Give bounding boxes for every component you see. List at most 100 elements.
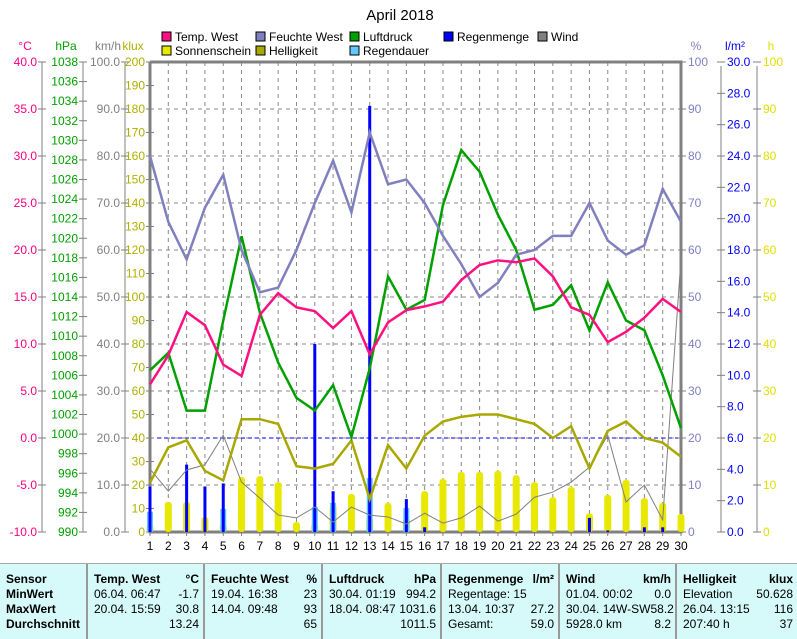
temp-west-line bbox=[148, 257, 682, 386]
kmh-tick-label: 40.0 bbox=[97, 337, 121, 351]
x-tick-label: 26 bbox=[601, 539, 615, 553]
kmh-tick-label: 80.0 bbox=[97, 149, 121, 163]
hpa-tick-label: 1036 bbox=[51, 75, 78, 89]
hpa-tick-label: 1008 bbox=[51, 349, 78, 363]
press-header: Luftdruck hPa bbox=[329, 572, 436, 587]
hpa-tick-label: 1014 bbox=[51, 290, 78, 304]
brightness-column: Helligkeit klux Elevation 50.628 26.04. 13:1… bbox=[677, 564, 797, 639]
celsius-axis-unit: °C bbox=[18, 39, 32, 53]
row-label-min: MinWert bbox=[6, 587, 54, 601]
hpa-tick-label: 1000 bbox=[51, 427, 78, 441]
sonnenschein-bar bbox=[439, 478, 447, 532]
percent-axis-unit: % bbox=[691, 39, 702, 53]
hours-axis-unit: h bbox=[768, 39, 775, 53]
sonnenschein-bar bbox=[494, 470, 502, 532]
regenmenge-bar bbox=[148, 486, 152, 532]
hpa-tick-label: 1030 bbox=[51, 133, 78, 147]
hpa-tick-label: 996 bbox=[58, 466, 78, 480]
celsius-tick-label: -5.0 bbox=[16, 478, 37, 492]
percent-tick-label: 100 bbox=[688, 55, 708, 69]
press-unit: hPa bbox=[413, 572, 436, 586]
kmh-tick-label: 90.0 bbox=[97, 102, 121, 116]
regenmenge-bar bbox=[313, 344, 317, 532]
sonnenschein-bar bbox=[457, 471, 465, 532]
hpa-tick-label: 1004 bbox=[51, 388, 78, 402]
x-tick-label: 17 bbox=[436, 539, 450, 553]
rain-row: 13.04. 10:37 27.2 bbox=[448, 602, 554, 617]
klux-tick-label: 130 bbox=[125, 220, 145, 234]
sonnenschein-bar bbox=[238, 477, 246, 532]
percent-tick-label: 60 bbox=[688, 243, 702, 257]
sonnenschein-bar bbox=[531, 482, 539, 532]
chart-title: April 2018 bbox=[366, 7, 434, 24]
rain-tick-label: 4.0 bbox=[727, 462, 744, 476]
x-tick-label: 13 bbox=[363, 539, 377, 553]
legend-label: Regenmenge bbox=[457, 30, 529, 44]
legend-swatch bbox=[443, 31, 454, 42]
weather-chart: April 2018°C-10.0-5.00.05.010.015.020.02… bbox=[10, 7, 784, 553]
light-row-value: 37 bbox=[779, 617, 793, 631]
hum-unit: % bbox=[306, 572, 317, 586]
row-label-avg: Durchschnitt bbox=[6, 617, 81, 631]
rain-tick-label: 0.0 bbox=[727, 525, 744, 539]
hours-tick-label: 50 bbox=[763, 290, 777, 304]
x-tick-label: 22 bbox=[528, 539, 542, 553]
celsius-tick-label: 10.0 bbox=[14, 337, 38, 351]
pressure-column: Luftdruck hPa 30.04. 01:19 994.2 18.04. 08:4… bbox=[323, 564, 442, 639]
hpa-tick-label: 1006 bbox=[51, 368, 78, 382]
press-row: 30.04. 01:19 994.2 bbox=[329, 587, 436, 602]
wind-row-label: 30.04. 14W-SW bbox=[566, 602, 651, 616]
celsius-tick-label: 20.0 bbox=[14, 243, 38, 257]
x-tick-label: 29 bbox=[656, 539, 670, 553]
hum-row: 14.04. 09:48 93 bbox=[211, 602, 317, 617]
sonnenschein-bar bbox=[549, 497, 557, 532]
hpa-tick-label: 998 bbox=[58, 447, 78, 461]
legend-label: Temp. West bbox=[175, 30, 239, 44]
percent-tick-label: 40 bbox=[688, 337, 702, 351]
celsius-tick-label: 15.0 bbox=[14, 290, 38, 304]
wind-row-value: 0.0 bbox=[654, 587, 671, 601]
temp-row-value: -1.7 bbox=[178, 587, 199, 601]
wind-header: Wind km/h bbox=[566, 572, 671, 587]
temp-row: 20.04. 15:59 30.8 bbox=[94, 602, 199, 617]
legend-label: Luftdruck bbox=[363, 30, 413, 44]
regenmenge-bar bbox=[606, 530, 610, 532]
wind-row: 30.04. 14W-SW 58.2 bbox=[566, 602, 674, 617]
x-tick-label: 10 bbox=[308, 539, 322, 553]
temp-column: Temp. West °C 06.04. 06:47 -1.7 20.04. 15:59… bbox=[88, 564, 205, 639]
rain-tick-label: 18.0 bbox=[727, 243, 751, 257]
rain-tick-label: 22.0 bbox=[727, 180, 751, 194]
klux-tick-label: 40 bbox=[132, 431, 146, 445]
light-row: 26.04. 13:15 116 bbox=[683, 602, 793, 617]
temp-row: 06.04. 06:47 -1.7 bbox=[94, 587, 199, 602]
x-tick-label: 5 bbox=[220, 539, 227, 553]
x-tick-label: 1 bbox=[147, 539, 154, 553]
press-row-value: 1031.6 bbox=[399, 602, 436, 616]
press-row-value: 994.2 bbox=[405, 587, 436, 601]
hpa-tick-label: 990 bbox=[58, 525, 78, 539]
rain-tick-label: 2.0 bbox=[727, 494, 744, 508]
legend-label: Wind bbox=[551, 30, 578, 44]
press-row: 1011.5 bbox=[329, 617, 436, 632]
legend-item-feuchte-west: Feuchte West bbox=[255, 30, 343, 44]
percent-tick-label: 10 bbox=[688, 478, 702, 492]
press-row-value: 1011.5 bbox=[400, 617, 436, 631]
rain-tick-label: 6.0 bbox=[727, 431, 744, 445]
humidity-column: Feuchte West% 19.04. 16:38 23 14.04. 09:48 9… bbox=[205, 564, 323, 639]
klux-tick-label: 180 bbox=[125, 102, 145, 116]
x-tick-label: 18 bbox=[455, 539, 469, 553]
legend-item-helligkeit: Helligkeit bbox=[255, 44, 318, 58]
sonnenschein-bar bbox=[512, 475, 520, 532]
klux-tick-label: 100 bbox=[125, 290, 145, 304]
hpa-tick-label: 992 bbox=[58, 505, 78, 519]
klux-tick-label: 80 bbox=[132, 337, 146, 351]
light-header-label: Helligkeit bbox=[683, 572, 737, 586]
hum-row-value: 93 bbox=[303, 602, 317, 616]
legend-item-wind: Wind bbox=[537, 30, 578, 44]
legend-label: Helligkeit bbox=[269, 44, 318, 58]
percent-tick-label: 20 bbox=[688, 431, 702, 445]
rain-header: Regenmenge l/m² bbox=[448, 572, 554, 587]
legend-swatch bbox=[255, 31, 266, 42]
kmh-tick-label: 10.0 bbox=[97, 478, 121, 492]
legend-swatch bbox=[161, 31, 172, 42]
